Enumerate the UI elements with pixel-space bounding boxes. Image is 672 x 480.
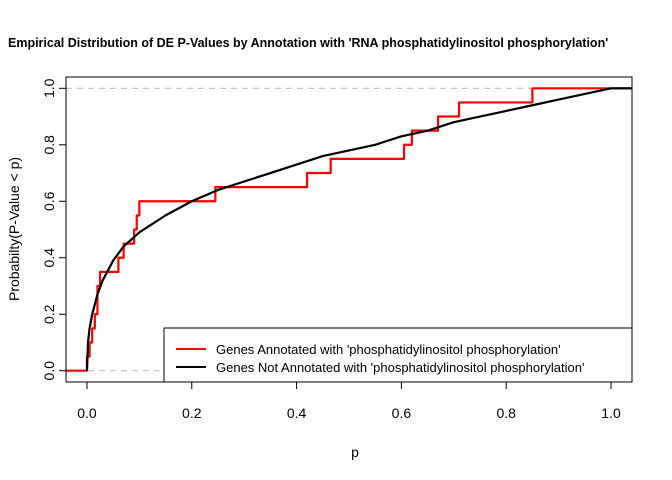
legend-box: [163, 327, 633, 383]
x-tick-label-3: 0.6: [392, 405, 412, 421]
legend-label-not-annotated: Genes Not Annotated with 'phosphatidylin…: [216, 360, 584, 375]
y-tick-label-2: 0.4: [41, 248, 57, 268]
legend-label-annotated: Genes Annotated with 'phosphatidylinosit…: [216, 342, 561, 357]
x-tick-label-5: 1.0: [601, 405, 621, 421]
y-tick-label-5: 1.0: [41, 78, 57, 98]
y-tick-label-4: 0.8: [41, 135, 57, 155]
y-axis-label: Probabilty(P-Value < p): [6, 157, 22, 301]
y-tick-label-1: 0.2: [41, 304, 57, 324]
x-axis-label: p: [351, 444, 359, 460]
x-tick-label-1: 0.2: [182, 405, 202, 421]
legend: Genes Annotated with 'phosphatidylinosit…: [163, 327, 633, 383]
x-tick-label-4: 0.8: [496, 405, 516, 421]
series-line-1: [85, 87, 632, 371]
x-tick-label-2: 0.4: [287, 405, 307, 421]
y-tick-label-3: 0.6: [41, 191, 57, 211]
y-tick-label-0: 0.0: [41, 361, 57, 381]
y-axis: 0.0 0.2 0.4 0.6 0.8 1.0: [41, 78, 66, 380]
series-layer: [66, 87, 632, 372]
x-axis: 0.0 0.2 0.4 0.6 0.8 1.0: [77, 382, 621, 421]
chart-title: Empirical Distribution of DE P-Values by…: [8, 36, 608, 50]
x-tick-label-0: 0.0: [77, 405, 97, 421]
series-line-0: [66, 87, 632, 372]
